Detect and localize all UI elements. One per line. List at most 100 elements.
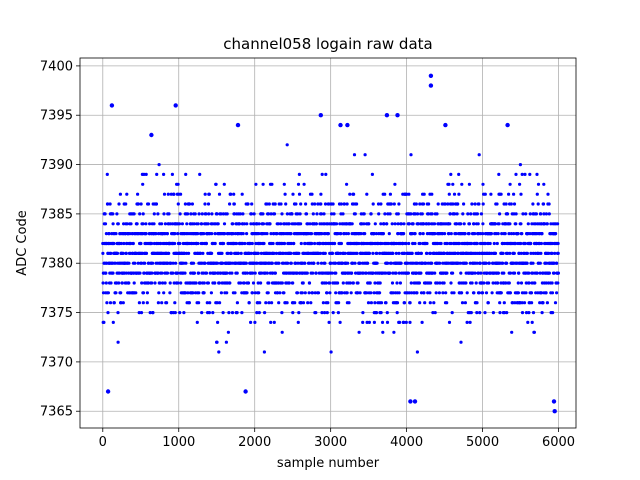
- scatter-point: [160, 301, 164, 305]
- scatter-point: [528, 232, 532, 236]
- scatter-point: [361, 311, 365, 315]
- scatter-point: [390, 222, 394, 226]
- scatter-point: [308, 222, 312, 226]
- scatter-point: [152, 212, 156, 216]
- scatter-point: [520, 311, 525, 315]
- scatter-point: [289, 232, 293, 236]
- scatter-point: [208, 301, 212, 305]
- scatter-point: [173, 232, 177, 236]
- scatter-point: [483, 192, 487, 196]
- scatter-point: [401, 241, 405, 246]
- scatter-point: [430, 192, 434, 196]
- chart-title: channel058 logain raw data: [223, 35, 432, 53]
- scatter-point: [552, 271, 556, 275]
- scatter-point: [477, 153, 481, 157]
- scatter-point: [443, 232, 447, 236]
- scatter-point: [269, 320, 273, 324]
- scatter-point-outlier: [149, 132, 154, 138]
- scatter-point: [265, 232, 269, 236]
- scatter-point: [498, 311, 502, 315]
- scatter-point: [436, 202, 440, 206]
- scatter-point: [316, 261, 320, 265]
- scatter-point: [371, 202, 375, 206]
- scatter-point: [223, 232, 227, 236]
- scatter-point: [216, 320, 220, 324]
- scatter-point: [238, 212, 242, 216]
- scatter-point: [310, 241, 314, 246]
- scatter-point: [463, 301, 467, 305]
- scatter-point: [402, 222, 406, 226]
- scatter-point: [419, 291, 424, 295]
- scatter-point: [337, 301, 341, 305]
- scatter-point: [431, 311, 435, 315]
- scatter-point: [523, 172, 527, 176]
- scatter-point: [225, 291, 229, 295]
- scatter-point: [124, 251, 128, 255]
- scatter-point: [389, 202, 393, 206]
- scatter-point: [106, 291, 110, 295]
- scatter-point: [178, 311, 182, 315]
- scatter-point: [413, 232, 417, 236]
- scatter-point: [330, 251, 335, 255]
- scatter-point: [213, 281, 217, 285]
- scatter-point: [441, 291, 445, 295]
- scatter-point: [162, 212, 166, 216]
- scatter-point: [167, 212, 171, 216]
- scatter-point: [395, 311, 399, 315]
- scatter-point: [399, 261, 403, 265]
- scatter-point: [306, 301, 310, 305]
- scatter-point: [499, 192, 503, 196]
- scatter-point: [393, 222, 397, 226]
- scatter-point: [418, 301, 422, 305]
- scatter-point: [442, 251, 446, 255]
- scatter-point: [290, 212, 294, 216]
- scatter-point: [508, 271, 513, 275]
- scatter-point: [151, 261, 155, 265]
- scatter-point: [277, 261, 281, 265]
- scatter-point: [553, 301, 558, 305]
- scatter-point: [318, 251, 323, 255]
- scatter-point: [254, 241, 258, 246]
- scatter-point: [394, 271, 398, 275]
- scatter-point: [552, 261, 556, 265]
- scatter-point: [158, 281, 162, 285]
- scatter-point: [369, 212, 373, 216]
- scatter-point: [119, 301, 123, 305]
- scatter-point: [495, 202, 499, 206]
- scatter-point: [495, 241, 499, 246]
- scatter-point: [285, 143, 289, 147]
- scatter-point: [497, 222, 501, 226]
- scatter-point: [249, 320, 253, 324]
- scatter-point: [251, 281, 256, 285]
- scatter-point: [367, 251, 372, 255]
- scatter-point: [285, 301, 289, 305]
- scatter-point: [467, 232, 471, 236]
- scatter-point: [204, 212, 208, 216]
- scatter-point: [300, 291, 304, 295]
- scatter-point: [424, 261, 428, 265]
- scatter-point: [221, 311, 225, 315]
- scatter-point: [505, 261, 509, 265]
- scatter-point: [489, 232, 493, 236]
- scatter-point: [468, 320, 472, 324]
- scatter-point: [457, 172, 461, 176]
- scatter-point: [399, 222, 403, 226]
- scatter-point: [133, 261, 137, 265]
- scatter-point-outlier: [552, 409, 557, 414]
- scatter-point: [192, 271, 196, 275]
- scatter-point: [196, 222, 200, 226]
- scatter-point: [504, 202, 508, 206]
- scatter-point: [379, 202, 383, 206]
- scatter-point: [530, 320, 534, 324]
- scatter-point: [449, 281, 453, 285]
- scatter-point: [277, 301, 281, 305]
- scatter-point: [524, 281, 528, 285]
- scatter-point: [542, 182, 546, 186]
- scatter-point: [481, 202, 485, 206]
- scatter-point: [375, 261, 379, 265]
- scatter-point: [436, 241, 440, 246]
- scatter-point: [444, 291, 448, 295]
- scatter-point: [403, 251, 407, 255]
- scatter-point: [116, 340, 120, 344]
- scatter-point: [366, 301, 371, 305]
